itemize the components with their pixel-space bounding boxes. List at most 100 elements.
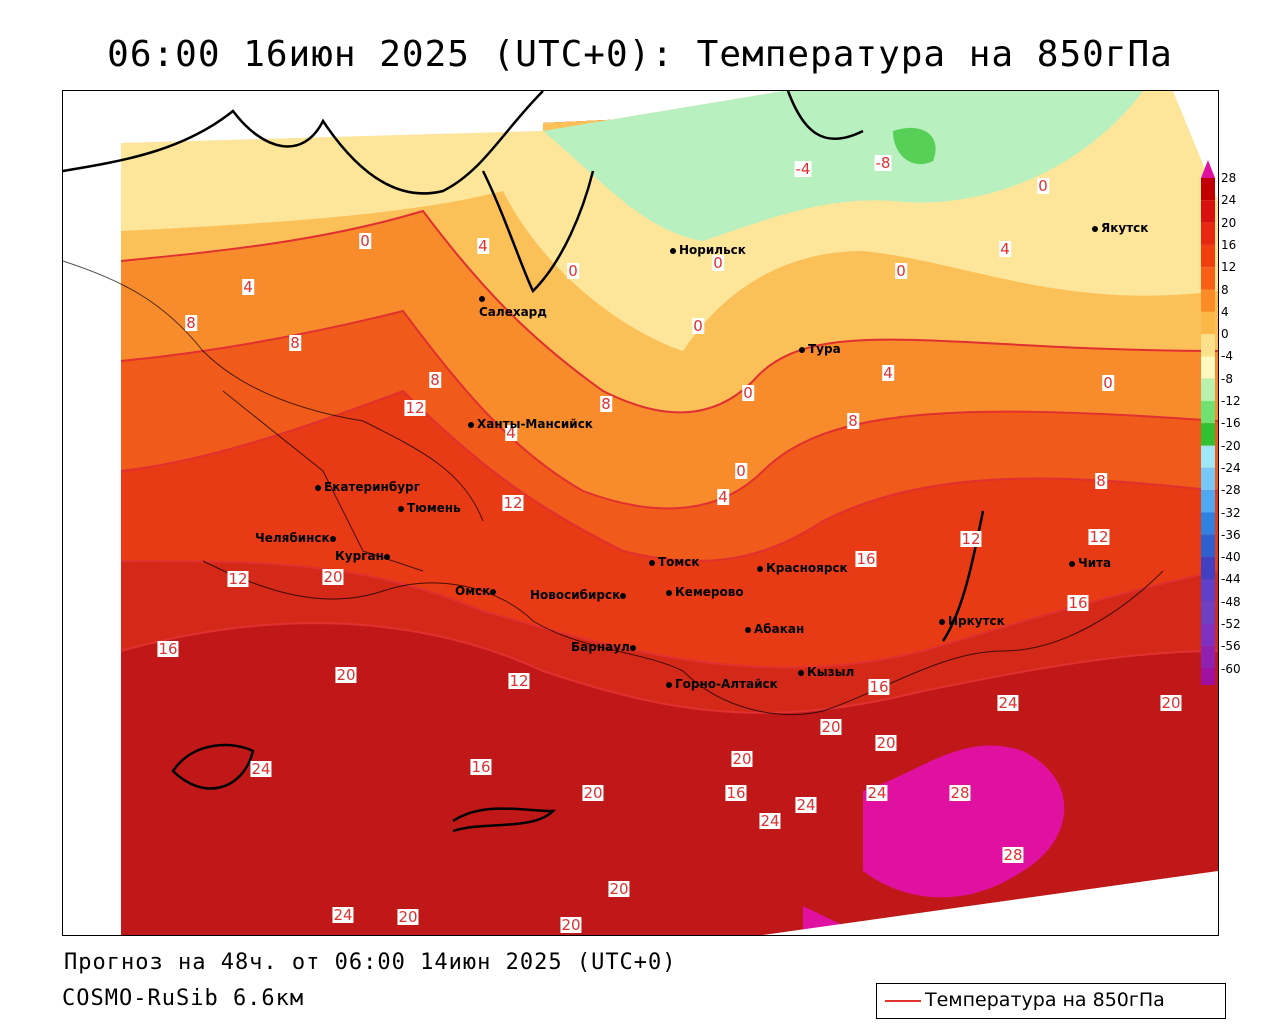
color-scale-tick-label: 24 [1221,193,1237,208]
color-scale-swatch [1201,512,1215,535]
contour-label: 12 [960,530,982,548]
color-scale-tick-label: -48 [1221,594,1241,609]
city-label: Салехард [479,291,547,319]
color-scale-tick-label: -8 [1221,371,1233,386]
contour-label: 12 [404,399,426,417]
contour-label: 8 [289,334,301,352]
contour-label: 20 [875,734,897,752]
contour-label: 0 [359,232,371,250]
city-marker-icon [620,592,627,599]
city-marker-icon [757,565,763,572]
contour-label: 0 [742,384,754,402]
city-marker-icon [479,295,485,302]
city-marker-icon [649,559,655,566]
color-scale-tick-label: 16 [1221,237,1237,252]
contour-label: 0 [1102,374,1114,392]
color-scale-tick-label: -32 [1221,505,1241,520]
contour-label: 20 [560,916,582,934]
color-scale-tick-label: 20 [1221,215,1237,230]
color-scale-swatch [1201,378,1215,401]
contour-label: 20 [608,880,630,898]
color-scale-swatch [1201,445,1215,468]
color-scale-swatch [1201,401,1215,424]
city-label: Тура [799,342,841,356]
city-marker-icon [666,681,672,688]
city-label: Омск [455,584,499,598]
legend-label: Температура на 850гПа [925,989,1165,1011]
color-scale-tick-label: 28 [1221,171,1237,185]
contour-label: 24 [795,796,817,814]
contour-label: 8 [847,412,859,430]
color-scale-tick-label: -52 [1221,617,1241,631]
contour-label: 20 [397,908,419,926]
city-label: Барнаул [571,640,639,654]
contour-label: 28 [949,784,971,802]
color-scale-swatch [1201,646,1215,669]
contour-label: 4 [477,237,489,255]
contour-label: 24 [997,694,1019,712]
color-scale-swatch [1201,267,1215,290]
contour-label: 20 [731,750,753,768]
city-label: Кемерово [666,585,744,599]
contour-label: 12 [227,570,249,588]
contour-label: 12 [508,672,530,690]
color-scale-swatch [1201,356,1215,379]
contour-label: 20 [582,784,604,802]
color-scale-swatch [1201,200,1215,223]
color-scale-swatch [1201,534,1215,558]
contour-label: 0 [567,262,579,280]
contour-label: 20 [1160,694,1182,712]
color-scale-tick-label: -20 [1221,438,1241,453]
contour-label: -8 [874,154,892,172]
map-area[interactable]: -4 -8 0 0 0 4 0 0 0 4 4 8 8 8 12 4 8 0 4… [62,90,1219,936]
city-marker-icon [490,588,497,595]
city-marker-icon [939,618,945,625]
city-marker-icon [383,553,390,560]
city-label: Кызыл [798,665,854,679]
color-scale-tick-label: -56 [1221,639,1241,654]
contour-label: 24 [250,760,272,778]
color-scale-swatch [1201,601,1215,624]
city-marker-icon [666,589,672,596]
color-scale-bar [1201,160,1215,691]
forecast-info: Прогноз на 48ч. от 06:00 14июн 2025 (UTC… [64,950,677,975]
color-scale-swatch [1201,624,1215,647]
contour-label: 16 [855,550,877,568]
color-scale-swatch [1201,311,1215,335]
contour-label: 0 [712,254,724,272]
temperature-field [63,91,1218,935]
color-scale-swatch [1201,178,1215,201]
color-scale-tick-label: 12 [1221,260,1237,275]
legend-line-swatch [885,1000,921,1002]
contour-label: 0 [1037,177,1049,195]
city-label: Томск [649,555,700,569]
color-scale-tick-label: 0 [1221,327,1229,342]
city-marker-icon [1092,225,1098,232]
city-label: Ханты-Мансийск [468,417,593,431]
city-label: Иркутск [939,614,1005,628]
color-scale-swatch [1201,557,1215,580]
contour-label: 4 [242,278,254,296]
contour-label: 4 [717,488,729,506]
contour-label: -4 [794,160,812,178]
contour-label: 0 [735,462,747,480]
contour-label: 20 [322,568,344,586]
color-scale-swatch [1201,334,1215,357]
color-scale-swatch [1201,244,1215,268]
contour-label: 8 [429,371,441,389]
contour-label: 4 [882,364,894,382]
legend: Температура на 850гПа [876,983,1226,1019]
color-scale-tick-label: -4 [1221,349,1233,364]
color-scale-tick-label: -24 [1221,460,1241,475]
contour-label: 24 [332,906,354,924]
color-scale-tick-label: -28 [1221,483,1241,498]
contour-label: 12 [502,494,524,512]
contour-label: 16 [157,640,179,658]
contour-label: 8 [185,314,197,332]
city-marker-icon [798,669,804,676]
city-label: Новосибирск [530,588,629,602]
contour-label: 20 [820,718,842,736]
city-marker-icon [315,484,321,491]
color-scale-tick-label: 8 [1221,282,1229,297]
city-marker-icon [745,626,751,633]
